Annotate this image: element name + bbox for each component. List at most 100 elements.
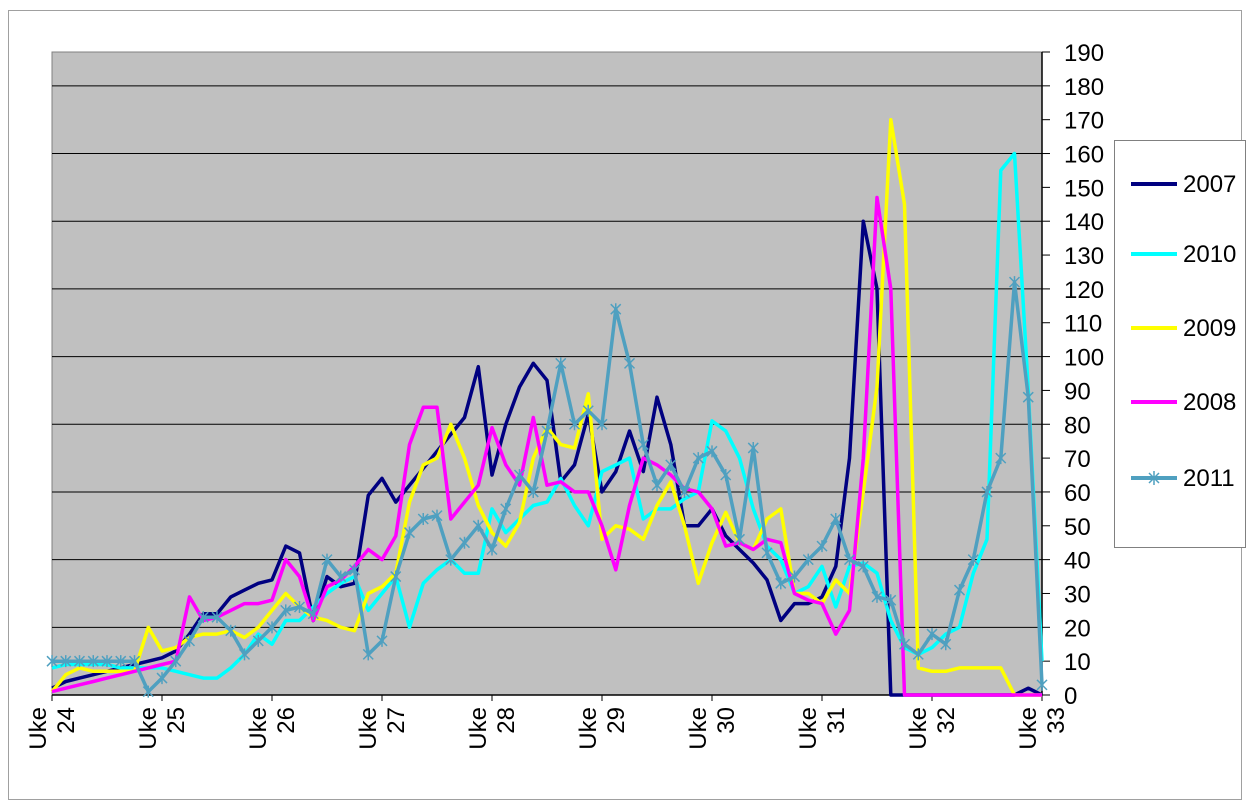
- data-point-marker: [898, 638, 911, 651]
- data-point-marker: [417, 513, 429, 526]
- data-point-marker: [73, 655, 86, 668]
- data-point-marker: [1022, 391, 1034, 404]
- data-point-marker: [788, 570, 801, 583]
- x-tick-label: 32: [933, 707, 960, 734]
- y-tick-label: 10: [1064, 649, 1091, 676]
- x-tick-label: 31: [823, 707, 850, 734]
- data-point-marker: [637, 438, 649, 451]
- data-point-marker: [307, 607, 319, 620]
- data-point-marker: [362, 648, 374, 661]
- y-tick-label: 160: [1064, 142, 1104, 169]
- data-point-marker: [197, 611, 209, 624]
- x-tick-label: 33: [1043, 707, 1070, 734]
- legend-swatch: [1131, 182, 1177, 186]
- data-point-marker: [843, 553, 856, 566]
- data-point-marker: [445, 553, 457, 566]
- data-point-marker: [170, 655, 182, 668]
- chart-legend: 2007 2010 2009 2008 2011: [1114, 140, 1246, 548]
- y-tick-label: 80: [1064, 412, 1091, 439]
- data-point-marker: [541, 425, 553, 438]
- data-point-marker: [238, 648, 251, 661]
- data-point-marker: [142, 685, 154, 698]
- y-tick-label: 180: [1064, 74, 1104, 101]
- data-point-marker: [376, 634, 388, 647]
- data-point-marker: [995, 452, 1007, 465]
- data-point-marker: [596, 418, 608, 431]
- data-point-marker: [802, 553, 814, 566]
- data-point-marker: [431, 509, 443, 522]
- data-point-marker: [926, 628, 938, 641]
- data-point-marker: [568, 418, 581, 431]
- data-point-marker: [211, 611, 223, 624]
- legend-item-2010: 2010: [1125, 239, 1246, 269]
- data-point-marker: [321, 553, 333, 566]
- data-point-marker: [610, 303, 622, 316]
- data-point-marker: [678, 485, 691, 498]
- data-point-marker: [871, 590, 883, 603]
- y-tick-label: 120: [1064, 277, 1104, 304]
- x-tick-label: 26: [273, 707, 300, 734]
- y-tick-label: 40: [1064, 548, 1091, 575]
- y-tick-label: 170: [1064, 108, 1104, 135]
- legend-label: 2009: [1183, 315, 1237, 342]
- data-point-marker: [623, 357, 636, 370]
- data-point-marker: [156, 672, 168, 685]
- y-tick-label: 130: [1064, 243, 1104, 270]
- x-tick-label: 30: [713, 707, 740, 734]
- data-point-marker: [390, 570, 402, 583]
- data-point-marker: [665, 458, 677, 471]
- y-tick-label: 90: [1064, 378, 1091, 405]
- data-point-marker: [885, 594, 897, 607]
- data-point-marker: [513, 469, 526, 482]
- data-point-marker: [761, 546, 773, 559]
- data-point-marker: [981, 485, 993, 498]
- data-point-marker: [252, 634, 264, 647]
- data-point-marker: [293, 601, 306, 614]
- data-point-marker: [527, 485, 539, 498]
- legend-swatch: [1131, 471, 1177, 485]
- y-tick-label: 190: [1064, 40, 1104, 67]
- x-tick-label: Uke: [1015, 707, 1042, 750]
- data-point-marker: [940, 638, 952, 651]
- legend-item-2011: 2011: [1125, 463, 1246, 493]
- legend-swatch: [1131, 400, 1177, 404]
- data-point-marker: [912, 648, 924, 661]
- data-point-marker: [486, 543, 498, 556]
- data-point-marker: [183, 634, 196, 647]
- data-point-marker: [348, 563, 361, 576]
- y-tick-label: 0: [1064, 683, 1077, 710]
- legend-label: 2010: [1183, 241, 1237, 268]
- data-point-marker: [225, 624, 237, 637]
- data-point-marker: [967, 553, 979, 566]
- legend-item-2007: 2007: [1125, 169, 1246, 199]
- data-point-marker: [733, 533, 746, 546]
- x-tick-label: Uke: [465, 707, 492, 750]
- data-point-marker: [720, 469, 732, 482]
- y-tick-label: 60: [1064, 480, 1091, 507]
- data-point-marker: [651, 479, 663, 492]
- data-point-marker: [692, 452, 704, 465]
- legend-item-2008: 2008: [1125, 387, 1246, 417]
- data-point-marker: [266, 621, 278, 634]
- data-point-marker: [857, 560, 869, 573]
- x-tick-label: Uke: [575, 707, 602, 750]
- data-point-marker: [830, 513, 842, 526]
- data-point-marker: [582, 404, 594, 417]
- x-tick-label: Uke: [685, 707, 712, 750]
- x-tick-label: 24: [53, 707, 80, 734]
- data-point-marker: [101, 655, 113, 668]
- x-tick-label: Uke: [135, 707, 162, 750]
- legend-label: 2007: [1183, 171, 1237, 198]
- data-point-marker: [555, 357, 567, 370]
- x-tick-label: 28: [493, 707, 520, 734]
- data-point-marker: [46, 655, 58, 668]
- series-line-2010: [51, 151, 1044, 680]
- legend-label: 2011: [1183, 465, 1235, 492]
- data-point-marker: [128, 655, 141, 668]
- x-tick-label: Uke: [245, 707, 272, 750]
- data-point-marker: [472, 519, 484, 532]
- legend-label: 2008: [1183, 389, 1237, 416]
- y-tick-label: 20: [1064, 615, 1091, 642]
- y-tick-label: 100: [1064, 345, 1104, 372]
